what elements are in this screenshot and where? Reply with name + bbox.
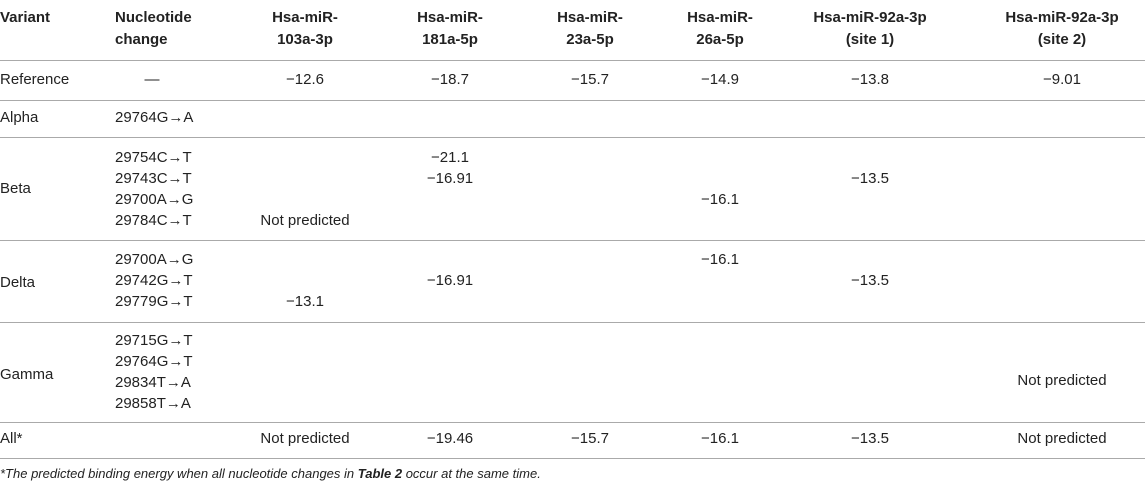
nucleotide-change: 29779G→T [115,293,193,310]
header-cell: Nucleotide [115,9,192,26]
header-cell: (site 2) [1038,31,1086,48]
energy-value: Not predicted [1017,372,1106,389]
variant: Gamma [0,366,54,383]
variant: Delta [0,274,36,291]
energy-value: −15.7 [571,430,609,447]
energy-value: −16.91 [427,170,473,187]
energy-value: −16.1 [701,251,739,268]
energy-value: −12.6 [286,71,324,88]
energy-value: −13.5 [851,170,889,187]
energy-value: −16.1 [701,430,739,447]
header-cell: change [115,31,168,48]
energy-value: −16.1 [701,191,739,208]
nucleotide-change: 29742G→T [115,272,193,289]
energy-value: Not predicted [260,212,349,229]
energy-value: −13.1 [286,293,324,310]
variant: Alpha [0,109,39,126]
energy-value: −18.7 [431,71,469,88]
nucleotide-change: 29834T→A [115,374,191,391]
header-cell: Variant [0,9,50,26]
header-cell: Hsa-miR- [272,9,338,26]
energy-value: −16.91 [427,272,473,289]
energy-value: −13.5 [851,430,889,447]
nucleotide-change: 29743C→T [115,170,192,187]
header-cell: Hsa-miR- [557,9,623,26]
header-cell: Hsa-miR-92a-3p [1005,9,1118,26]
nucleotide-change: 29754C→T [115,149,192,166]
nucleotide-change: 29764G→T [115,353,193,370]
footnote-part: occur at the same time. [402,466,541,481]
energy-value: −19.46 [427,430,473,447]
nucleotide-change: 29784C→T [115,212,192,229]
footnote: *The predicted binding energy when all n… [0,466,541,481]
header-cell: Hsa-miR- [687,9,753,26]
nucleotide-change: 29700A→G [115,251,193,268]
energy-value: −13.5 [851,272,889,289]
footnote-part: Table 2 [358,466,403,481]
header-cell: 103a-3p [277,31,333,48]
energy-value: Not predicted [1017,430,1106,447]
nucleotide-change: — [145,71,160,88]
variant: All* [0,430,23,447]
header-cell: Hsa-miR-92a-3p [813,9,926,26]
variant: Beta [0,180,32,197]
header-cell: 181a-5p [422,31,478,48]
nucleotide-change: 29715G→T [115,332,193,349]
footnote-part: *The predicted binding energy when all n… [0,466,358,481]
header-cell: (site 1) [846,31,894,48]
energy-value: −9.01 [1043,71,1081,88]
energy-value: −21.1 [431,149,469,166]
nucleotide-change: 29764G→A [115,109,193,126]
header-cell: Hsa-miR- [417,9,483,26]
energy-value: −14.9 [701,71,739,88]
energy-value: Not predicted [260,430,349,447]
energy-value: −15.7 [571,71,609,88]
header-cell: 26a-5p [696,31,744,48]
variant: Reference [0,71,69,88]
energy-value: −13.8 [851,71,889,88]
nucleotide-change: 29858T→A [115,395,191,412]
nucleotide-change: 29700A→G [115,191,193,208]
header-cell: 23a-5p [566,31,614,48]
